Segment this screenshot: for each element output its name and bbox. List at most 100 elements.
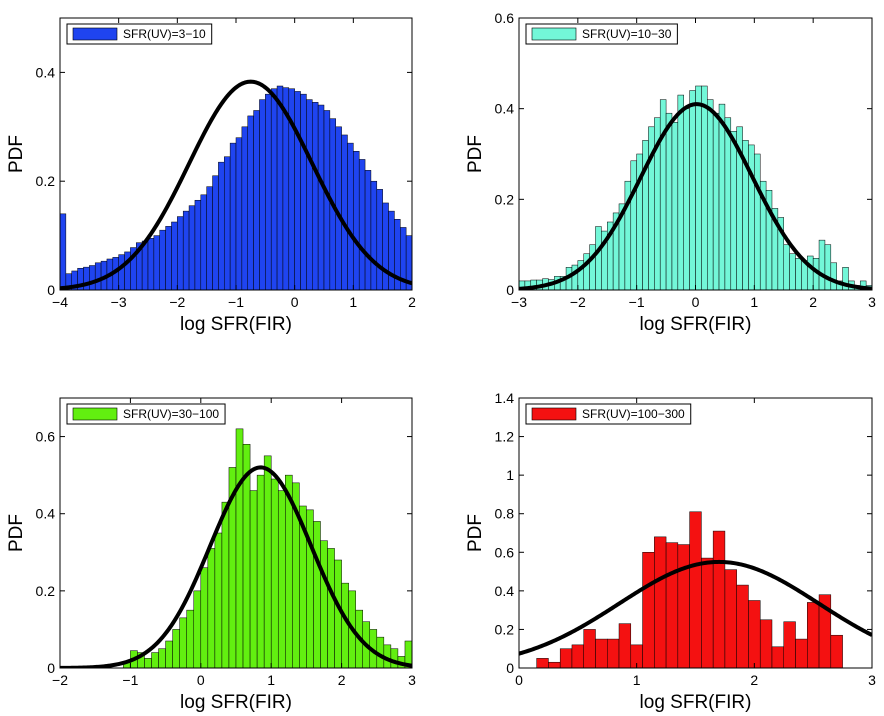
histogram-bar bbox=[388, 210, 395, 290]
histogram-bar bbox=[589, 244, 596, 290]
histogram-bar bbox=[353, 151, 360, 290]
histogram-bar bbox=[153, 235, 160, 290]
histogram-bar bbox=[249, 490, 258, 668]
histogram-bar bbox=[482, 283, 488, 290]
x-tick-label: 2 bbox=[809, 294, 817, 310]
histogram-bar bbox=[256, 474, 265, 668]
x-tick-label: −1 bbox=[228, 294, 244, 310]
histogram-bar bbox=[730, 131, 737, 290]
histogram-bar bbox=[548, 661, 561, 668]
histogram-bar bbox=[795, 258, 802, 290]
histogram-bar bbox=[320, 540, 328, 668]
histogram-bar bbox=[689, 90, 696, 290]
histogram-bar bbox=[559, 648, 573, 668]
histogram-bar bbox=[583, 629, 596, 668]
histogram-bar bbox=[453, 271, 459, 290]
histogram-bar bbox=[229, 142, 237, 290]
axes-frame bbox=[518, 397, 873, 669]
y-tick-label: 0.2 bbox=[36, 173, 56, 189]
histogram-bar bbox=[200, 194, 207, 290]
y-tick-label: 0.4 bbox=[36, 506, 56, 522]
histogram-bar bbox=[327, 548, 335, 668]
histogram-bar bbox=[595, 226, 602, 290]
histogram-bar bbox=[771, 646, 785, 668]
histogram-bar bbox=[147, 238, 155, 290]
y-axis-label: PDF bbox=[465, 514, 486, 552]
histogram-bar bbox=[159, 229, 166, 290]
y-tick-label: 1.2 bbox=[495, 429, 515, 445]
y-tick-label: 0.6 bbox=[495, 544, 515, 560]
histogram-bar bbox=[235, 137, 243, 290]
histogram-bar bbox=[313, 521, 321, 668]
histogram-bar bbox=[89, 265, 96, 290]
histogram-bar bbox=[677, 544, 690, 668]
x-tick-label: −2 bbox=[52, 672, 68, 688]
histogram-bar bbox=[736, 584, 749, 668]
axes-frame bbox=[59, 17, 413, 291]
legend-swatch bbox=[72, 27, 118, 41]
y-axis-label: PDF bbox=[6, 135, 27, 173]
histogram-bar bbox=[171, 221, 178, 290]
histogram-bar bbox=[221, 501, 230, 668]
histogram-bar bbox=[424, 255, 430, 290]
y-axis-label: PDF bbox=[465, 135, 486, 173]
y-tick-label: 1.4 bbox=[495, 390, 515, 406]
histogram-bar bbox=[477, 282, 483, 290]
histogram-bar bbox=[118, 254, 125, 290]
histogram-bars bbox=[519, 85, 872, 290]
histogram-bar bbox=[317, 104, 325, 290]
histogram-bar bbox=[665, 112, 673, 290]
histogram-bar bbox=[724, 569, 737, 668]
histogram-bar bbox=[724, 117, 732, 290]
x-tick-label: −2 bbox=[169, 294, 185, 310]
x-tick-label: 0 bbox=[197, 672, 205, 688]
panel-sfr-uv-100-300: 0 1 2 3 0 0.2 0.4 0.6 0.8 1 1.2 1.4 log SFR(FIR) PDF S… bbox=[465, 390, 876, 713]
histogram-bar bbox=[824, 244, 832, 290]
histogram-bar bbox=[186, 609, 195, 668]
histogram-bar bbox=[418, 249, 424, 290]
histogram-bar bbox=[701, 557, 714, 668]
legend: SFR(UV)=30−100 bbox=[66, 403, 226, 425]
histogram-bar bbox=[807, 255, 814, 290]
histogram-bar bbox=[382, 202, 389, 290]
histogram-bar bbox=[671, 122, 679, 290]
histogram-bar bbox=[172, 629, 180, 668]
histogram-bar bbox=[347, 142, 354, 290]
histogram-bar bbox=[818, 239, 826, 290]
x-tick-label: −4 bbox=[52, 294, 68, 310]
histogram-bar bbox=[695, 85, 702, 290]
x-tick-label: 0 bbox=[291, 294, 299, 310]
y-tick-label: 0 bbox=[47, 282, 55, 298]
histogram-bar bbox=[430, 260, 436, 290]
y-tick-label: 1 bbox=[506, 467, 514, 483]
y-tick-label: 0.2 bbox=[495, 621, 515, 637]
histogram-bar bbox=[247, 115, 254, 290]
histogram-bar bbox=[270, 478, 279, 668]
histogram-bar bbox=[165, 226, 172, 290]
histogram-bar bbox=[754, 153, 761, 290]
x-tick-label: 2 bbox=[408, 294, 416, 310]
histogram-bar bbox=[341, 134, 348, 290]
histogram-bar bbox=[465, 276, 471, 290]
histogram-bar bbox=[595, 638, 608, 668]
histogram-bar bbox=[165, 640, 173, 668]
x-axis-label: log SFR(FIR) bbox=[180, 692, 292, 713]
histogram-bar bbox=[642, 552, 655, 668]
legend: SFR(UV)=10−30 bbox=[525, 23, 678, 45]
histogram-bar bbox=[306, 99, 313, 290]
histogram-bar bbox=[94, 262, 102, 290]
y-tick-label: 0.4 bbox=[495, 101, 515, 117]
y-tick-label: 0.6 bbox=[36, 429, 56, 445]
legend-swatch bbox=[531, 27, 577, 41]
histogram-bar bbox=[194, 199, 202, 290]
legend-label: SFR(UV)=30−100 bbox=[123, 407, 219, 421]
x-tick-label: 1 bbox=[633, 672, 641, 688]
histogram-bar bbox=[459, 274, 465, 290]
histogram-bar bbox=[151, 652, 159, 668]
y-tick-label: 0 bbox=[47, 660, 55, 676]
histogram-bar bbox=[500, 286, 506, 290]
histogram-bar bbox=[265, 93, 272, 290]
x-tick-label: 1 bbox=[267, 672, 275, 688]
histogram-bar bbox=[435, 263, 441, 290]
y-tick-label: 0.2 bbox=[36, 583, 56, 599]
